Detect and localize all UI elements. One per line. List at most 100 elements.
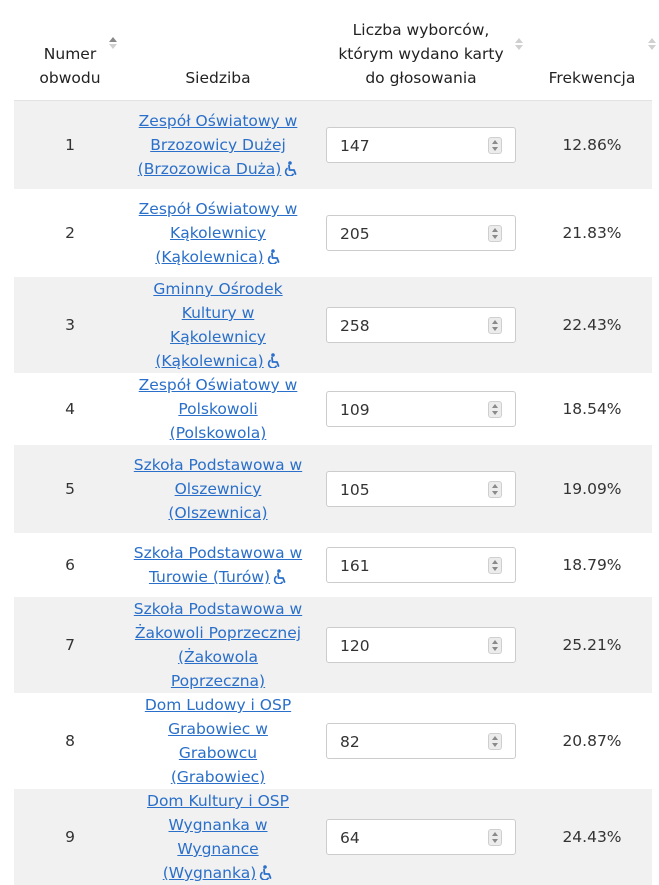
ballots-value: 109 xyxy=(340,401,370,419)
table-row: 3 Gminny Ośrodek Kultury w Kąkolewnicy (… xyxy=(14,277,652,373)
district-number-label: 3 xyxy=(65,316,75,334)
turnout-value: 24.43% xyxy=(562,828,622,846)
district-number: 2 xyxy=(14,189,126,277)
sort-ascending-icon[interactable] xyxy=(109,37,117,51)
results-table: Numer obwodu Siedziba Liczba wyborców, k… xyxy=(14,0,656,885)
wheelchair-icon xyxy=(256,864,273,882)
location-label: Szkoła Podstawowa w Olszewnicy (Olszewni… xyxy=(133,456,303,522)
ballots-input[interactable]: 64 xyxy=(326,819,516,855)
ballots-value: 82 xyxy=(340,733,360,751)
location-link[interactable]: Dom Kultury i OSP Wygnanka w Wygnance (W… xyxy=(147,792,289,882)
turnout-value: 18.79% xyxy=(562,556,622,574)
location-cell: Szkoła Podstawowa w Żakowoli Poprzecznej… xyxy=(126,597,310,693)
district-number-label: 7 xyxy=(65,636,75,654)
ballots-value: 105 xyxy=(340,481,370,499)
location-cell: Dom Kultury i OSP Wygnanka w Wygnance (W… xyxy=(126,789,310,885)
ballots-input[interactable]: 109 xyxy=(326,391,516,427)
ballots-cell: 205 xyxy=(310,189,532,277)
wheelchair-icon xyxy=(281,160,298,178)
number-spinner-icon[interactable] xyxy=(488,137,502,154)
location-link[interactable]: Zespół Oświatowy w Polskowoli (Polskowol… xyxy=(139,376,298,442)
district-number-label: 9 xyxy=(65,828,75,846)
number-spinner-icon[interactable] xyxy=(488,557,502,574)
location-cell: Zespół Oświatowy w Brzozowicy Dużej (Brz… xyxy=(126,100,310,189)
district-number: 1 xyxy=(14,100,126,189)
ballots-input[interactable]: 205 xyxy=(326,215,516,251)
ballots-input[interactable]: 147 xyxy=(326,127,516,163)
sort-icon[interactable] xyxy=(648,38,656,52)
location-link[interactable]: Dom Ludowy i OSP Grabowiec w Grabowcu (G… xyxy=(145,696,291,786)
turnout-cell: 22.43% xyxy=(532,277,652,373)
district-number-label: 2 xyxy=(65,224,75,242)
number-spinner-icon[interactable] xyxy=(488,317,502,334)
ballots-input[interactable]: 105 xyxy=(326,471,516,507)
wheelchair-icon xyxy=(270,568,287,586)
wheelchair-icon xyxy=(264,352,281,370)
turnout-value: 19.09% xyxy=(562,480,622,498)
ballots-input[interactable]: 258 xyxy=(326,307,516,343)
turnout-cell: 12.86% xyxy=(532,100,652,189)
header-number[interactable]: Numer obwodu xyxy=(14,0,126,101)
district-number: 7 xyxy=(14,597,126,693)
location-link[interactable]: Zespół Oświatowy w Kąkolewnicy (Kąkolewn… xyxy=(139,200,298,266)
location-label: Zespół Oświatowy w Brzozowicy Dużej (Brz… xyxy=(137,112,298,178)
location-label: Gminny Ośrodek Kultury w Kąkolewnicy (Ką… xyxy=(153,280,283,370)
header-ballots[interactable]: Liczba wyborców, którym wydano karty do … xyxy=(310,0,532,101)
number-spinner-icon[interactable] xyxy=(488,481,502,498)
location-cell: Dom Ludowy i OSP Grabowiec w Grabowcu (G… xyxy=(126,693,310,789)
location-link[interactable]: Szkoła Podstawowa w Żakowoli Poprzecznej… xyxy=(134,600,302,690)
turnout-cell: 24.43% xyxy=(532,789,652,885)
table-row: 7 Szkoła Podstawowa w Żakowoli Poprzeczn… xyxy=(14,597,652,693)
header-number-label: Numer obwodu xyxy=(39,45,101,87)
district-number: 5 xyxy=(14,445,126,533)
ballots-value: 64 xyxy=(340,829,360,847)
location-link[interactable]: Zespół Oświatowy w Brzozowicy Dużej (Brz… xyxy=(138,112,299,178)
district-number: 9 xyxy=(14,789,126,885)
header-turnout[interactable]: Frekwencja xyxy=(532,0,656,101)
table-row: 5 Szkoła Podstawowa w Olszewnicy (Olszew… xyxy=(14,445,652,533)
table-header-row: Numer obwodu Siedziba Liczba wyborców, k… xyxy=(14,0,656,101)
number-spinner-icon[interactable] xyxy=(488,401,502,418)
turnout-value: 12.86% xyxy=(562,136,622,154)
location-link[interactable]: Szkoła Podstawowa w Turowie (Turów) xyxy=(134,544,302,586)
location-link[interactable]: Szkoła Podstawowa w Olszewnicy (Olszewni… xyxy=(134,456,302,522)
turnout-value: 22.43% xyxy=(562,316,622,334)
table-row: 4 Zespół Oświatowy w Polskowoli (Polskow… xyxy=(14,373,652,445)
number-spinner-icon[interactable] xyxy=(488,225,502,242)
district-number: 3 xyxy=(14,277,126,373)
turnout-cell: 18.54% xyxy=(532,373,652,445)
location-label: Szkoła Podstawowa w Turowie (Turów) xyxy=(133,544,303,586)
district-number: 8 xyxy=(14,693,126,789)
ballots-value: 258 xyxy=(340,317,370,335)
ballots-value: 147 xyxy=(340,137,370,155)
turnout-value: 25.21% xyxy=(562,636,622,654)
ballots-input[interactable]: 82 xyxy=(326,723,516,759)
ballots-input[interactable]: 161 xyxy=(326,547,516,583)
header-location: Siedziba xyxy=(126,0,310,101)
table-row: 9 Dom Kultury i OSP Wygnanka w Wygnance … xyxy=(14,789,652,885)
ballots-cell: 64 xyxy=(310,789,532,885)
district-number-label: 8 xyxy=(65,732,75,750)
number-spinner-icon[interactable] xyxy=(488,733,502,750)
number-spinner-icon[interactable] xyxy=(488,637,502,654)
location-link[interactable]: Gminny Ośrodek Kultury w Kąkolewnicy (Ką… xyxy=(153,280,282,370)
ballots-input[interactable]: 120 xyxy=(326,627,516,663)
location-cell: Gminny Ośrodek Kultury w Kąkolewnicy (Ką… xyxy=(126,277,310,373)
ballots-value: 120 xyxy=(340,637,370,655)
district-number-label: 6 xyxy=(65,556,75,574)
turnout-cell: 20.87% xyxy=(532,693,652,789)
wheelchair-icon xyxy=(264,248,281,266)
location-cell: Zespół Oświatowy w Kąkolewnicy (Kąkolewn… xyxy=(126,189,310,277)
district-number-label: 1 xyxy=(65,136,75,154)
table-row: 8 Dom Ludowy i OSP Grabowiec w Grabowcu … xyxy=(14,693,652,789)
header-ballots-label: Liczba wyborców, którym wydano karty do … xyxy=(338,21,504,87)
ballots-cell: 120 xyxy=(310,597,532,693)
location-cell: Szkoła Podstawowa w Turowie (Turów) xyxy=(126,533,310,597)
ballots-cell: 258 xyxy=(310,277,532,373)
location-cell: Zespół Oświatowy w Polskowoli (Polskowol… xyxy=(126,373,310,445)
ballots-value: 205 xyxy=(340,225,370,243)
number-spinner-icon[interactable] xyxy=(488,829,502,846)
sort-icon[interactable] xyxy=(515,38,523,52)
district-number: 6 xyxy=(14,533,126,597)
table-row: 1 Zespół Oświatowy w Brzozowicy Dużej (B… xyxy=(14,100,652,189)
